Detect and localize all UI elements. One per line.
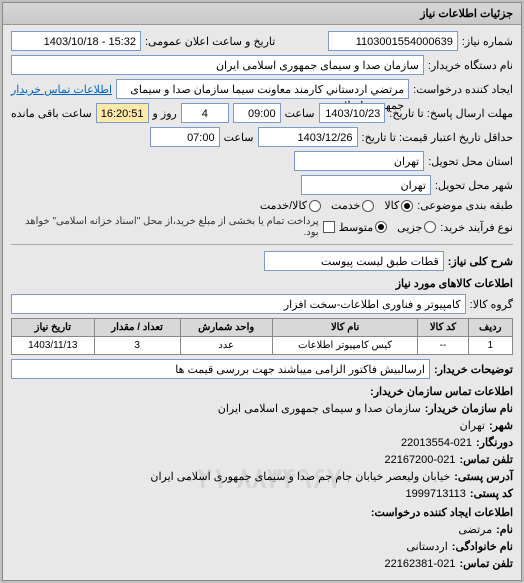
buyer-notes-field: ارسالبیش فاکتور الزامی میباشند جهت بررسی… bbox=[11, 359, 430, 379]
need-number-label: شماره نیاز: bbox=[462, 35, 513, 48]
response-time-field: 09:00 bbox=[233, 103, 281, 123]
subject-radio-both[interactable]: کالا/خدمت bbox=[260, 199, 321, 212]
contact-city-value: تهران bbox=[460, 419, 485, 432]
th-code: کد کالا bbox=[418, 319, 468, 337]
purchase-radio-medium[interactable]: متوسط bbox=[339, 221, 388, 234]
goods-info-title: اطلاعات کالاهای مورد نیاز bbox=[11, 277, 513, 290]
address-label: آدرس پستی: bbox=[454, 470, 513, 483]
radio-icon bbox=[362, 200, 374, 212]
fax-value: 22013554-021 bbox=[401, 437, 472, 449]
name-label: نام: bbox=[496, 523, 513, 536]
table-row[interactable]: 1 -- کیس کامپیوتر اطلاعات عدد 3 1403/11/… bbox=[12, 337, 513, 355]
device-name-label: نام دستگاه خریدار: bbox=[428, 59, 513, 72]
purchase-type-label: نوع فرآیند خرید: bbox=[440, 221, 513, 234]
remaining-label: ساعت باقی مانده bbox=[11, 107, 92, 120]
phone-value: 22167200-021 bbox=[384, 454, 455, 466]
postal-value: 1999713113 bbox=[406, 488, 466, 500]
validity-time-field: 07:00 bbox=[150, 127, 220, 147]
radio-icon bbox=[401, 200, 413, 212]
announce-time-field: 15:32 - 1403/10/18 bbox=[11, 31, 141, 51]
validity-label: حداقل تاریخ اعتبار قیمت: تا تاریخ: bbox=[362, 131, 513, 144]
subject-label: طبقه بندی موضوعی: bbox=[417, 199, 513, 212]
subject-radio-group: کالا خدمت کالا/خدمت bbox=[260, 199, 413, 212]
th-qty: تعداد / مقدار bbox=[94, 319, 180, 337]
days-field: 4 bbox=[181, 103, 229, 123]
response-date-field: 1403/10/23 bbox=[319, 103, 386, 123]
need-desc-label: شرح کلی نیاز: bbox=[448, 255, 513, 268]
panel-body: شماره نیاز: 1103001554000639 تاریخ و ساع… bbox=[3, 25, 521, 580]
payment-checkbox[interactable] bbox=[323, 221, 335, 233]
subject-radio-service[interactable]: خدمت bbox=[331, 199, 374, 212]
panel-header: جزئیات اطلاعات نیاز bbox=[3, 3, 521, 25]
need-number-field: 1103001554000639 bbox=[328, 31, 458, 51]
need-desc-field: قطات طبق لیست پیوست bbox=[264, 251, 444, 271]
name-value: مرتضی bbox=[458, 523, 492, 536]
th-name: نام کالا bbox=[272, 319, 418, 337]
response-deadline-label: مهلت ارسال پاسخ: تا تاریخ: bbox=[389, 107, 513, 120]
org-label: نام سازمان خریدار: bbox=[425, 402, 513, 415]
requester-field: مرتضي اردستاني کارمند معاونت سیما سازمان… bbox=[116, 79, 409, 99]
device-name-field: سازمان صدا و سیمای جمهوری اسلامی ایران bbox=[11, 55, 424, 75]
requester-label: ایجاد کننده درخواست: bbox=[413, 83, 513, 96]
group-label: گروه کالا: bbox=[470, 298, 513, 311]
remaining-time-field: 16:20:51 bbox=[96, 103, 149, 123]
contact-section-title: اطلاعات تماس سازمان خریدار: bbox=[11, 385, 513, 398]
family-value: اردستانی bbox=[406, 540, 447, 553]
subject-radio-goods[interactable]: کالا bbox=[384, 199, 413, 212]
validity-date-field: 1403/12/26 bbox=[258, 127, 358, 147]
details-panel: جزئیات اطلاعات نیاز شماره نیاز: 11030015… bbox=[2, 2, 522, 581]
buyer-contact-link[interactable]: اطلاعات تماس خریدار bbox=[11, 83, 112, 96]
contact-phone-label: تلفن تماس: bbox=[459, 557, 513, 570]
province-field: تهران bbox=[294, 151, 424, 171]
th-date: تاریخ نیاز bbox=[12, 319, 95, 337]
announce-time-label: تاریخ و ساعت اعلان عمومی: bbox=[145, 35, 275, 48]
group-field: کامپیوتر و فناوری اطلاعات-سخت افزار bbox=[11, 294, 466, 314]
goods-table: ردیف کد کالا نام کالا واحد شمارش تعداد /… bbox=[11, 318, 513, 355]
time-label-1: ساعت bbox=[285, 107, 315, 120]
table-header-row: ردیف کد کالا نام کالا واحد شمارش تعداد /… bbox=[12, 319, 513, 337]
contact-city-label: شهر: bbox=[489, 419, 513, 432]
th-row: ردیف bbox=[468, 319, 513, 337]
phone-label: تلفن تماس: bbox=[459, 453, 513, 466]
creator-section-title: اطلاعات ایجاد کننده درخواست: bbox=[11, 506, 513, 519]
family-label: نام خانوادگی: bbox=[452, 540, 513, 553]
postal-label: کد پستی: bbox=[470, 487, 513, 500]
city-label: شهر محل تحویل: bbox=[435, 179, 513, 192]
purchase-radio-small[interactable]: جزیی bbox=[397, 221, 436, 234]
org-value: سازمان صدا و سیمای جمهوری اسلامی ایران bbox=[218, 402, 421, 415]
payment-checkbox-label: پرداخت تمام یا بخشی از مبلغ خرید،از محل … bbox=[11, 216, 319, 238]
province-label: استان محل تحویل: bbox=[428, 155, 513, 168]
th-unit: واحد شمارش bbox=[180, 319, 272, 337]
radio-icon bbox=[375, 221, 387, 233]
radio-icon bbox=[424, 221, 436, 233]
purchase-type-radio-group: جزیی متوسط bbox=[339, 221, 437, 234]
fax-label: دورنگار: bbox=[476, 436, 513, 449]
buyer-notes-label: توضیحات خریدار: bbox=[434, 363, 513, 376]
days-label: روز و bbox=[153, 107, 177, 120]
radio-icon bbox=[309, 200, 321, 212]
city-field: تهران bbox=[301, 175, 431, 195]
address-value: خیابان ولیعصر خیابان جام جم صدا و سیمای … bbox=[150, 470, 450, 483]
contact-phone-value: 22162381-021 bbox=[384, 558, 455, 570]
time-label-2: ساعت bbox=[224, 131, 254, 144]
